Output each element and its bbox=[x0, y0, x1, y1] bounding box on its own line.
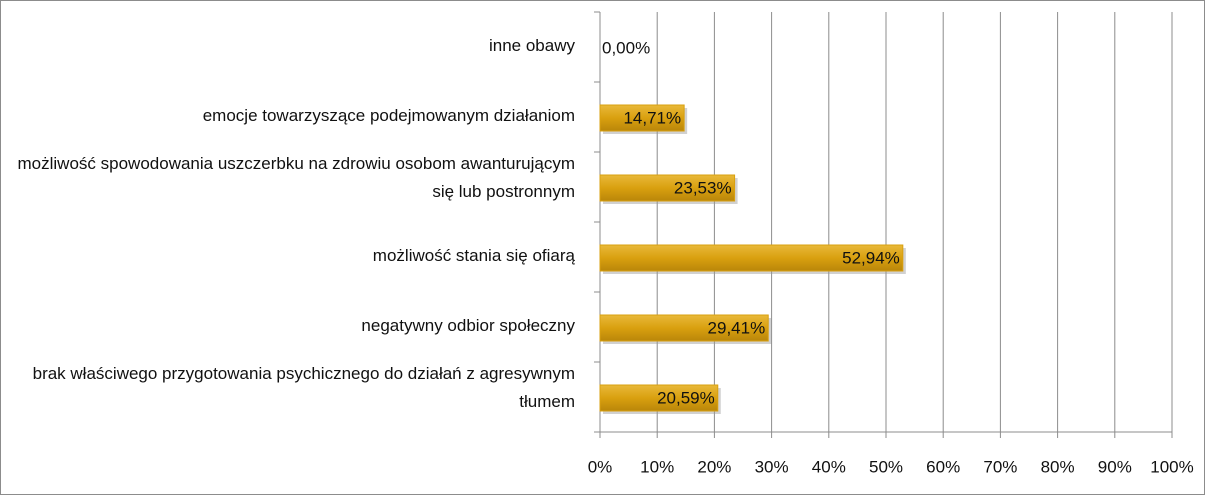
bar bbox=[599, 384, 719, 412]
x-tick-label: 90% bbox=[1098, 457, 1132, 476]
y-tick-label: możliwość spowodowania uszczerbku na zdr… bbox=[18, 154, 575, 201]
x-tick-label: 100% bbox=[1150, 457, 1193, 476]
y-tick-label: brak właściwego przygotowania psychiczne… bbox=[33, 364, 575, 411]
x-tick-label: 0% bbox=[588, 457, 613, 476]
y-tick-label: możliwość stania się ofiarą bbox=[373, 246, 576, 265]
x-tick-label: 80% bbox=[1041, 457, 1075, 476]
y-tick-label: inne obawy bbox=[489, 36, 576, 55]
x-tick-label: 60% bbox=[926, 457, 960, 476]
x-tick-label: 70% bbox=[983, 457, 1017, 476]
x-tick-label: 50% bbox=[869, 457, 903, 476]
y-tick-label: emocje towarzyszące podejmowanym działan… bbox=[203, 106, 575, 125]
x-tick-label: 20% bbox=[697, 457, 731, 476]
y-tick-label: negatywny odbior społeczny bbox=[361, 316, 575, 335]
value-label: 14,71% bbox=[623, 108, 681, 127]
value-label: 20,59% bbox=[657, 388, 715, 407]
bar bbox=[599, 314, 769, 342]
value-label: 0,00% bbox=[602, 38, 650, 57]
x-tick-label: 30% bbox=[755, 457, 789, 476]
bar bbox=[599, 104, 685, 132]
value-label: 52,94% bbox=[842, 248, 900, 267]
bar bbox=[599, 174, 736, 202]
x-tick-label: 40% bbox=[812, 457, 846, 476]
bar bbox=[599, 244, 904, 272]
value-label: 29,41% bbox=[708, 318, 766, 337]
value-label: 23,53% bbox=[674, 178, 732, 197]
x-tick-label: 10% bbox=[640, 457, 674, 476]
